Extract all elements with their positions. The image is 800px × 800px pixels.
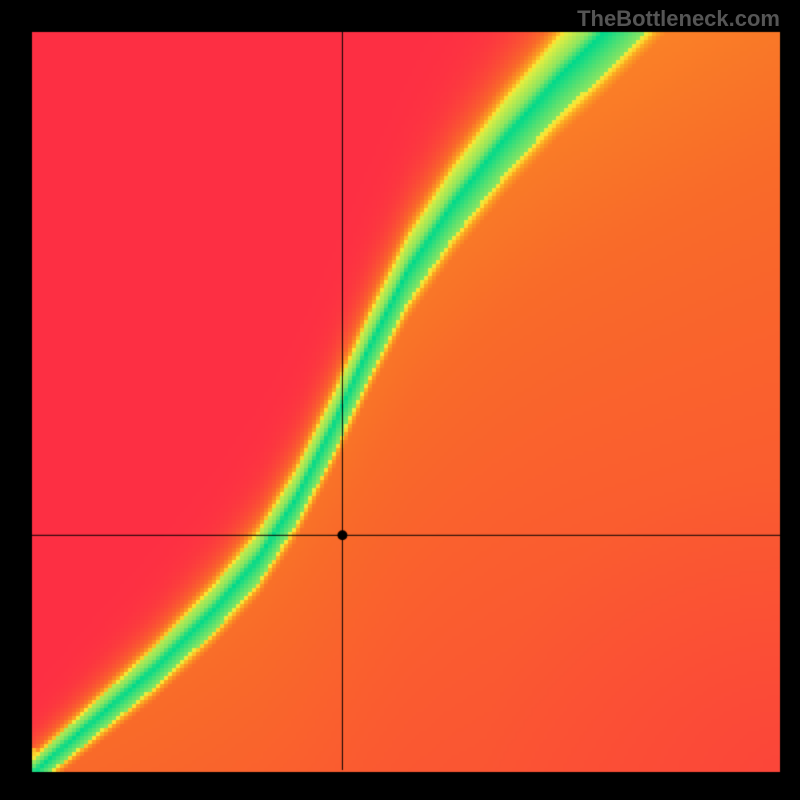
bottleneck-heatmap-canvas (0, 0, 800, 800)
chart-container: TheBottleneck.com (0, 0, 800, 800)
watermark-text: TheBottleneck.com (577, 6, 780, 32)
